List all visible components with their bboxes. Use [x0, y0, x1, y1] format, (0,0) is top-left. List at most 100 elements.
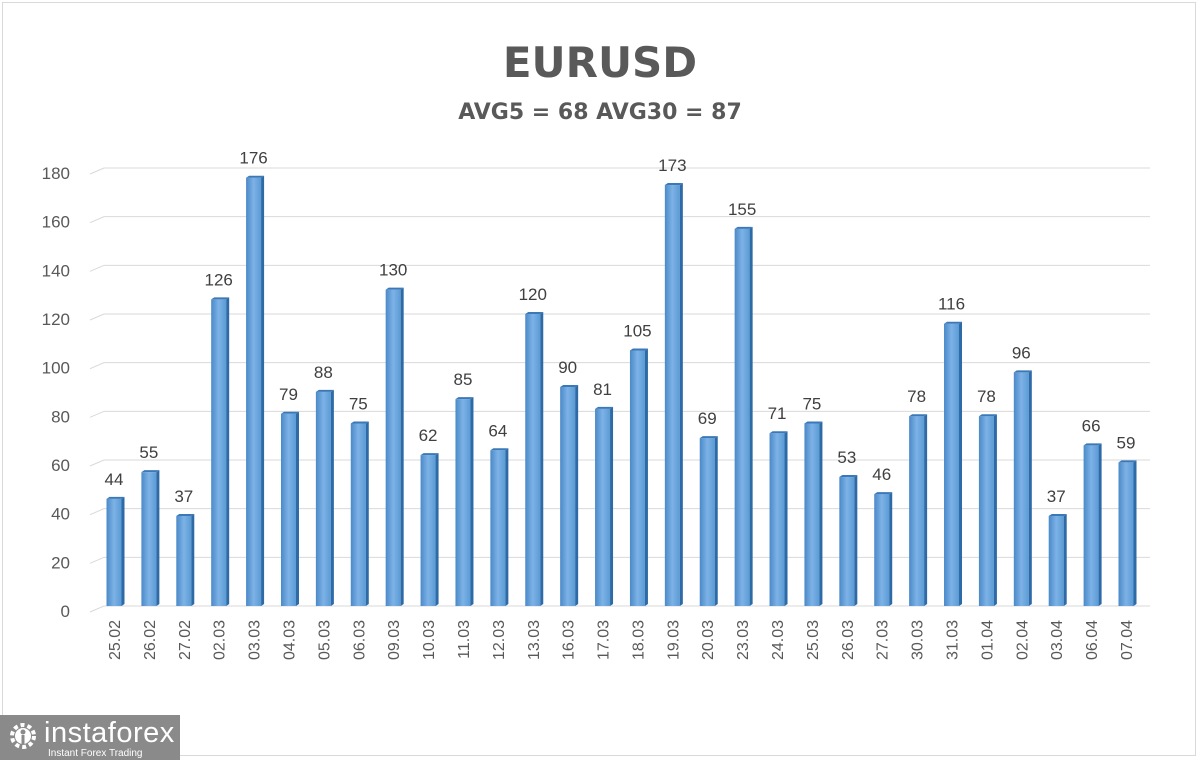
bar-side [714, 436, 718, 606]
gridline [89, 410, 1150, 418]
bar-side [610, 406, 614, 606]
bar-top [664, 183, 683, 186]
bar [385, 289, 401, 606]
bar-side [435, 453, 439, 606]
bar [909, 416, 925, 606]
data-label: 44 [105, 470, 124, 489]
bar-side [365, 421, 369, 606]
data-label: 78 [977, 387, 996, 406]
data-label: 116 [938, 295, 965, 314]
data-label: 75 [349, 395, 368, 414]
bar [350, 423, 366, 606]
x-tick-label: 27.02 [177, 620, 194, 660]
bar-top [804, 421, 823, 424]
x-tick-label: 31.03 [945, 620, 962, 660]
bar [629, 350, 645, 606]
bar-side [121, 496, 125, 606]
bar [1083, 445, 1099, 606]
bar-top [490, 448, 509, 451]
bar-top [350, 421, 369, 424]
bar [141, 472, 157, 606]
bar-side [470, 397, 474, 606]
bar [944, 323, 960, 606]
x-tick-label: 12.03 [491, 620, 508, 660]
x-tick-label: 26.02 [142, 620, 159, 660]
data-label: 105 [623, 322, 651, 341]
data-label: 88 [314, 363, 333, 382]
data-label: 71 [768, 404, 787, 423]
chart-subtitle: AVG5 = 68 AVG30 = 87 [458, 100, 742, 125]
bar-top [385, 287, 404, 290]
bar-side [540, 312, 544, 606]
bar-top [909, 414, 928, 417]
bar [525, 314, 541, 606]
bar-top [1013, 370, 1032, 373]
bar [315, 391, 331, 606]
bar-top [176, 513, 195, 516]
bar-side [993, 414, 997, 606]
bar-top [211, 297, 230, 300]
bar-top [280, 411, 299, 414]
bar-top [420, 453, 439, 456]
gridline [89, 264, 1150, 272]
bar-side [1063, 513, 1067, 606]
x-tick-label: 03.03 [247, 620, 264, 660]
bar-top [944, 321, 963, 324]
bar [734, 228, 750, 607]
x-tick-label: 30.03 [910, 620, 927, 660]
bar-top [734, 226, 753, 229]
x-tick-label: 13.03 [526, 620, 543, 660]
bar-top [1048, 513, 1067, 516]
y-tick-label: 100 [42, 359, 70, 378]
bar [1118, 462, 1134, 606]
bar-top [525, 312, 544, 314]
x-tick-label: 16.03 [561, 620, 578, 660]
data-label: 173 [658, 156, 686, 175]
x-tick-label: 01.04 [979, 620, 996, 660]
bar-side [854, 475, 858, 606]
y-tick-label: 60 [51, 456, 70, 475]
y-tick-label: 180 [42, 164, 70, 183]
bar-side [959, 321, 963, 606]
data-label: 64 [488, 421, 507, 440]
chart-title: EURUSD [502, 38, 698, 87]
x-tick-label: 09.03 [386, 620, 403, 660]
x-tick-label: 27.03 [875, 620, 892, 660]
bar [1048, 515, 1064, 606]
bar [769, 433, 785, 606]
bar-side [575, 385, 579, 606]
gridline [89, 216, 1150, 224]
x-tick-label: 25.03 [805, 620, 822, 660]
data-label: 75 [802, 395, 821, 414]
bar-side [226, 297, 230, 606]
bar-top [455, 397, 474, 400]
bar [978, 416, 994, 606]
logo-tagline: Instant Forex Trading [48, 748, 143, 759]
bar-side [784, 431, 788, 606]
data-label: 66 [1082, 416, 1101, 435]
data-label: 53 [837, 448, 856, 467]
bar-side [819, 421, 823, 606]
bar-side [749, 226, 753, 607]
bar-side [679, 183, 683, 607]
data-label: 90 [558, 358, 577, 377]
data-label: 176 [239, 149, 267, 168]
x-tick-label: 24.03 [770, 620, 787, 660]
y-tick-label: 120 [42, 310, 70, 329]
x-tick-label: 17.03 [596, 620, 613, 660]
y-tick-label: 0 [61, 602, 70, 621]
bar [699, 438, 715, 606]
x-tick-label: 07.04 [1119, 620, 1136, 660]
data-label: 78 [907, 387, 926, 406]
bar-side [889, 492, 893, 606]
x-tick-label: 06.03 [351, 620, 368, 660]
bar-side [1098, 443, 1102, 606]
bar [455, 399, 471, 606]
x-tick-label: 04.03 [281, 620, 298, 660]
x-tick-label: 23.03 [735, 620, 752, 660]
bar [420, 455, 436, 606]
bar [211, 299, 227, 606]
gridline [89, 313, 1150, 321]
bar-top [106, 496, 125, 499]
